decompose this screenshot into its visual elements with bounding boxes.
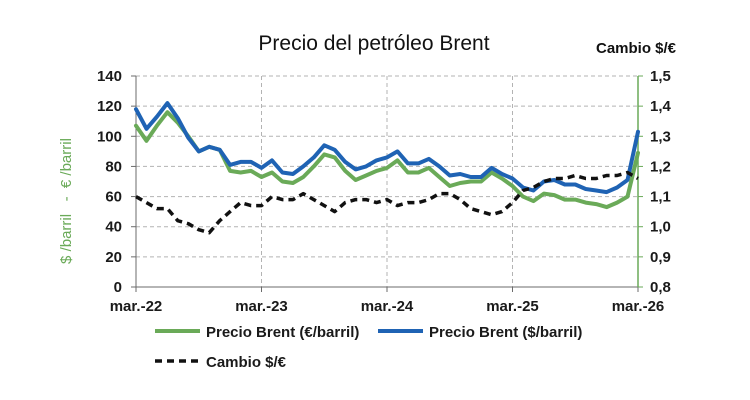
left-tick-label: 120 bbox=[97, 98, 122, 115]
x-tick-label: mar.-26 bbox=[612, 298, 665, 315]
x-tick-label: mar.-23 bbox=[235, 298, 288, 315]
right-tick-label: 1,1 bbox=[650, 189, 671, 206]
x-tick-label: mar.-22 bbox=[110, 298, 163, 315]
left-tick-label: 0 bbox=[114, 279, 122, 296]
right-tick-label: 1,3 bbox=[650, 128, 671, 145]
left-tick-label: 60 bbox=[105, 189, 122, 206]
legend-label-fx: Cambio $/€ bbox=[206, 354, 287, 371]
right-axis-title: Cambio $/€ bbox=[596, 40, 677, 57]
x-tick-label: mar.-24 bbox=[361, 298, 414, 315]
legend: Precio Brent (€/barril) Precio Brent ($/… bbox=[155, 324, 582, 371]
right-tick-label: 1,2 bbox=[650, 158, 671, 175]
x-tick-label: mar.-25 bbox=[486, 298, 539, 315]
right-tick-label: 1,0 bbox=[650, 219, 671, 236]
legend-label-usd: Precio Brent ($/barril) bbox=[429, 324, 582, 341]
left-tick-label: 40 bbox=[105, 219, 122, 236]
left-tick-label: 140 bbox=[97, 68, 122, 85]
axes bbox=[131, 75, 643, 292]
left-tick-label: 80 bbox=[105, 158, 122, 175]
series-line-fx bbox=[135, 170, 639, 235]
gridlines bbox=[136, 75, 638, 287]
right-tick-label: 1,4 bbox=[650, 98, 672, 115]
series-lines bbox=[134, 101, 640, 235]
series-line-usd bbox=[134, 101, 640, 195]
left-axis-title: $ /barril - € /barril bbox=[58, 138, 75, 264]
chart-title: Precio del petróleo Brent bbox=[258, 32, 489, 55]
right-tick-label: 0,8 bbox=[650, 279, 671, 296]
tick-labels: 0 0,8 20 0,9 40 1,0 60 1,1 80 1,2 100 1,3 120 1,4 140 1… bbox=[97, 68, 672, 315]
left-tick-label: 20 bbox=[105, 249, 122, 266]
left-tick-label: 100 bbox=[97, 128, 122, 145]
legend-label-eur: Precio Brent (€/barril) bbox=[206, 324, 359, 341]
right-tick-label: 0,9 bbox=[650, 249, 671, 266]
right-tick-label: 1,5 bbox=[650, 68, 671, 85]
